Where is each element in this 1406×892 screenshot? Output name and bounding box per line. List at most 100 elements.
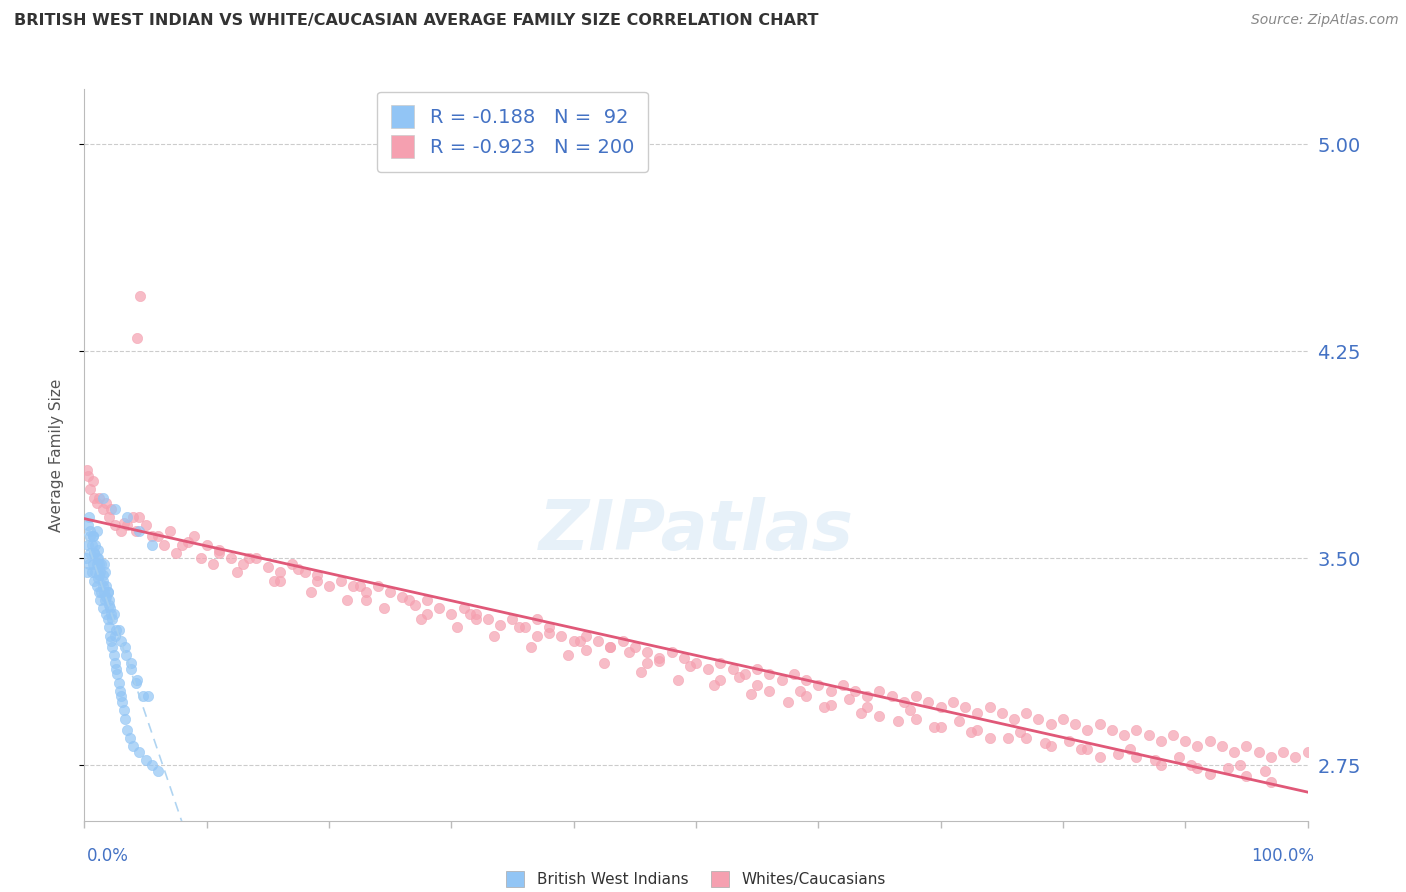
Point: [83, 574, 105, 588]
Point: [513, 620, 536, 634]
Point: [110, 690, 132, 704]
Point: [1260, 775, 1282, 789]
Point: [813, 700, 835, 714]
Point: [740, 687, 762, 701]
Point: [458, 607, 481, 621]
Point: [966, 723, 988, 737]
Point: [929, 700, 952, 714]
Point: [132, 690, 155, 704]
Point: [489, 617, 512, 632]
Point: [94, 566, 117, 580]
Point: [79, 529, 101, 543]
Point: [77, 468, 100, 483]
Point: [172, 538, 194, 552]
Point: [80, 566, 103, 580]
Point: [83, 546, 105, 560]
Point: [1223, 745, 1246, 759]
Point: [807, 678, 830, 692]
Point: [508, 620, 530, 634]
Point: [831, 678, 853, 692]
Point: [685, 657, 707, 671]
Point: [87, 491, 110, 505]
Point: [942, 695, 965, 709]
Point: [89, 592, 111, 607]
Point: [1028, 712, 1050, 726]
Point: [661, 645, 683, 659]
Point: [91, 501, 114, 516]
Point: [820, 684, 842, 698]
Point: [1010, 725, 1032, 739]
Point: [100, 607, 122, 621]
Point: [648, 650, 671, 665]
Point: [305, 568, 328, 582]
Point: [624, 640, 647, 654]
Point: [794, 673, 817, 687]
Point: [226, 566, 249, 580]
Point: [146, 529, 169, 543]
Point: [122, 510, 145, 524]
Point: [294, 566, 316, 580]
Point: [342, 579, 364, 593]
Point: [97, 584, 120, 599]
Point: [427, 601, 450, 615]
Point: [108, 684, 131, 698]
Point: [1125, 750, 1147, 764]
Point: [844, 684, 866, 698]
Point: [709, 673, 731, 687]
Point: [84, 538, 107, 552]
Point: [1174, 733, 1197, 747]
Point: [1101, 723, 1123, 737]
Point: [666, 673, 689, 687]
Point: [141, 538, 163, 552]
Point: [86, 579, 108, 593]
Point: [177, 534, 200, 549]
Point: [709, 657, 731, 671]
Point: [115, 648, 138, 662]
Point: [1211, 739, 1233, 753]
Point: [77, 557, 100, 571]
Point: [948, 714, 970, 729]
Point: [82, 474, 104, 488]
Point: [136, 690, 159, 704]
Point: [125, 524, 148, 538]
Point: [129, 289, 152, 303]
Point: [263, 574, 285, 588]
Point: [97, 584, 120, 599]
Point: [82, 529, 104, 543]
Point: [91, 579, 114, 593]
Point: [416, 592, 439, 607]
Point: [269, 574, 291, 588]
Point: [281, 557, 304, 571]
Point: [115, 510, 138, 524]
Point: [111, 695, 134, 709]
Point: [979, 700, 1001, 714]
Point: [79, 524, 101, 538]
Point: [299, 584, 322, 599]
Point: [679, 659, 702, 673]
Point: [380, 584, 402, 599]
Point: [90, 557, 112, 571]
Point: [115, 518, 138, 533]
Point: [76, 463, 98, 477]
Text: 0.0%: 0.0%: [87, 847, 129, 865]
Point: [79, 546, 101, 560]
Point: [1236, 739, 1258, 753]
Point: [257, 559, 280, 574]
Point: [391, 590, 413, 604]
Y-axis label: Average Family Size: Average Family Size: [49, 378, 63, 532]
Legend: British West Indians, Whites/Caucasians: British West Indians, Whites/Caucasians: [501, 865, 891, 892]
Point: [269, 566, 291, 580]
Text: BRITISH WEST INDIAN VS WHITE/CAUCASIAN AVERAGE FAMILY SIZE CORRELATION CHART: BRITISH WEST INDIAN VS WHITE/CAUCASIAN A…: [14, 13, 818, 29]
Point: [1150, 758, 1173, 772]
Point: [1254, 764, 1277, 778]
Point: [446, 620, 468, 634]
Point: [979, 731, 1001, 745]
Point: [1015, 731, 1038, 745]
Point: [101, 612, 124, 626]
Point: [648, 654, 671, 668]
Point: [599, 640, 621, 654]
Point: [110, 524, 132, 538]
Point: [100, 501, 122, 516]
Point: [208, 546, 231, 560]
Point: [107, 623, 129, 637]
